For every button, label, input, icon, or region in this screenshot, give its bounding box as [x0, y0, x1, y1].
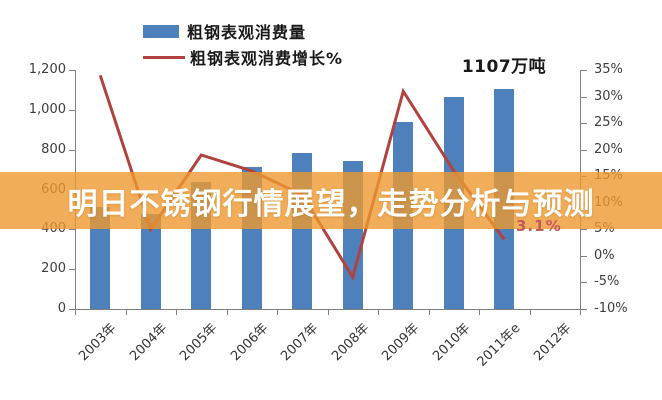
left-axis-tick — [69, 109, 75, 111]
right-axis-label: 35% — [594, 62, 623, 77]
right-axis-tick — [581, 282, 587, 284]
x-axis-tick — [529, 310, 531, 315]
legend-label-growth: 粗钢表观消费增长% — [190, 49, 344, 68]
left-axis-label: 1,000 — [28, 101, 66, 117]
left-axis-tick — [69, 309, 75, 310]
right-axis-label: 0% — [594, 247, 615, 263]
x-axis-tick — [378, 310, 379, 315]
last-growth-annotation: 3.1% — [516, 217, 562, 235]
left-axis-tick — [69, 229, 75, 231]
x-axis-tick — [580, 310, 581, 315]
bar-series-swatch-icon — [143, 24, 179, 38]
x-axis-tick — [75, 310, 76, 315]
legend-item-growth: 粗钢表观消费增长% — [143, 44, 343, 70]
legend: 粗钢表观消费量 粗钢表观消费增长% — [143, 18, 343, 70]
x-axis-tick — [428, 310, 430, 315]
left-axis-label: 200 — [41, 261, 66, 277]
line-series-swatch-icon — [143, 55, 185, 59]
right-axis-tick — [581, 149, 587, 151]
peak-value-annotation: 1107万吨 — [461, 57, 547, 77]
right-axis-label: -10% — [594, 301, 628, 316]
headline-banner: 明日不锈钢行情展望，走势分析与预测 — [0, 172, 662, 229]
right-axis-label: 25% — [594, 115, 623, 131]
x-axis-tick — [327, 310, 329, 315]
x-axis-tick — [176, 310, 177, 315]
x-axis-tick — [277, 310, 278, 315]
x-axis-line — [75, 309, 581, 310]
x-axis-tick — [479, 310, 480, 315]
x-axis-tick — [226, 310, 228, 315]
headline-text: 明日不锈钢行情展望，走势分析与预测 — [67, 186, 595, 222]
x-axis-label-2012年: 2012年 — [530, 320, 575, 365]
right-axis-label: -5% — [594, 274, 620, 290]
left-axis-tick — [69, 70, 75, 71]
left-axis-label: 0 — [57, 301, 66, 316]
left-axis-label: 1,200 — [28, 62, 66, 77]
right-axis-tick — [581, 255, 587, 257]
right-axis-label: 20% — [594, 141, 623, 157]
right-axis-tick — [581, 309, 587, 310]
x-axis-tick — [125, 310, 127, 315]
left-axis-label: 800 — [41, 141, 66, 157]
x-axis-label-2003年: 2003年 — [76, 320, 120, 365]
left-axis-tick — [69, 269, 75, 271]
right-axis-tick — [581, 229, 587, 231]
right-axis-label: 30% — [594, 88, 623, 104]
left-axis-tick — [69, 149, 75, 151]
legend-item-consumption: 粗钢表观消费量 — [143, 18, 343, 44]
right-axis-tick — [581, 96, 587, 98]
right-axis-tick — [581, 123, 587, 125]
right-axis-tick — [581, 70, 587, 71]
legend-label-consumption: 粗钢表观消费量 — [187, 23, 307, 42]
